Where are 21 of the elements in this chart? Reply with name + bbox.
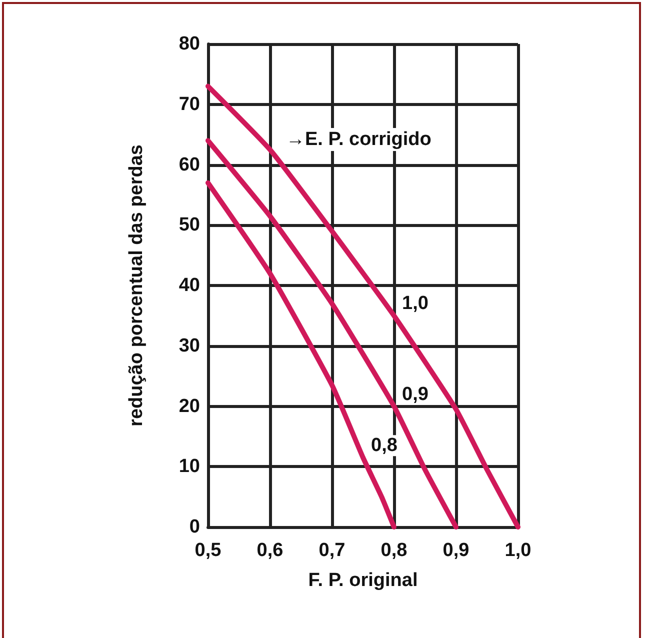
y-tick-label: 40	[178, 275, 200, 296]
y-tick-label: 80	[178, 34, 200, 54]
x-tick-label: 1,0	[504, 540, 532, 561]
series-label: 0,9	[402, 384, 428, 405]
x-tick-label: 0,9	[442, 540, 470, 561]
y-tick-label: 20	[178, 396, 200, 417]
x-axis-title: F. P. original	[308, 570, 418, 591]
y-tick-label: 50	[178, 214, 200, 236]
y-tick-label: 10	[178, 456, 200, 478]
x-tick-label: 0,7	[318, 540, 346, 561]
y-tick-label: 30	[178, 335, 200, 356]
y-axis-title: redução porcentual das perdas	[126, 144, 147, 426]
x-tick-label: 0,6	[256, 540, 284, 561]
x-tick-label: 0,8	[380, 540, 408, 561]
y-tick-label: 70	[178, 94, 200, 115]
series-label: 0,8	[371, 435, 398, 456]
series-label: 1,0	[402, 293, 428, 314]
annotation: →E. P. corrigido	[286, 129, 432, 150]
y-tick-label: 60	[178, 154, 200, 176]
x-tick-label: 0,5	[194, 540, 222, 561]
y-tick-label: 0	[189, 516, 200, 538]
